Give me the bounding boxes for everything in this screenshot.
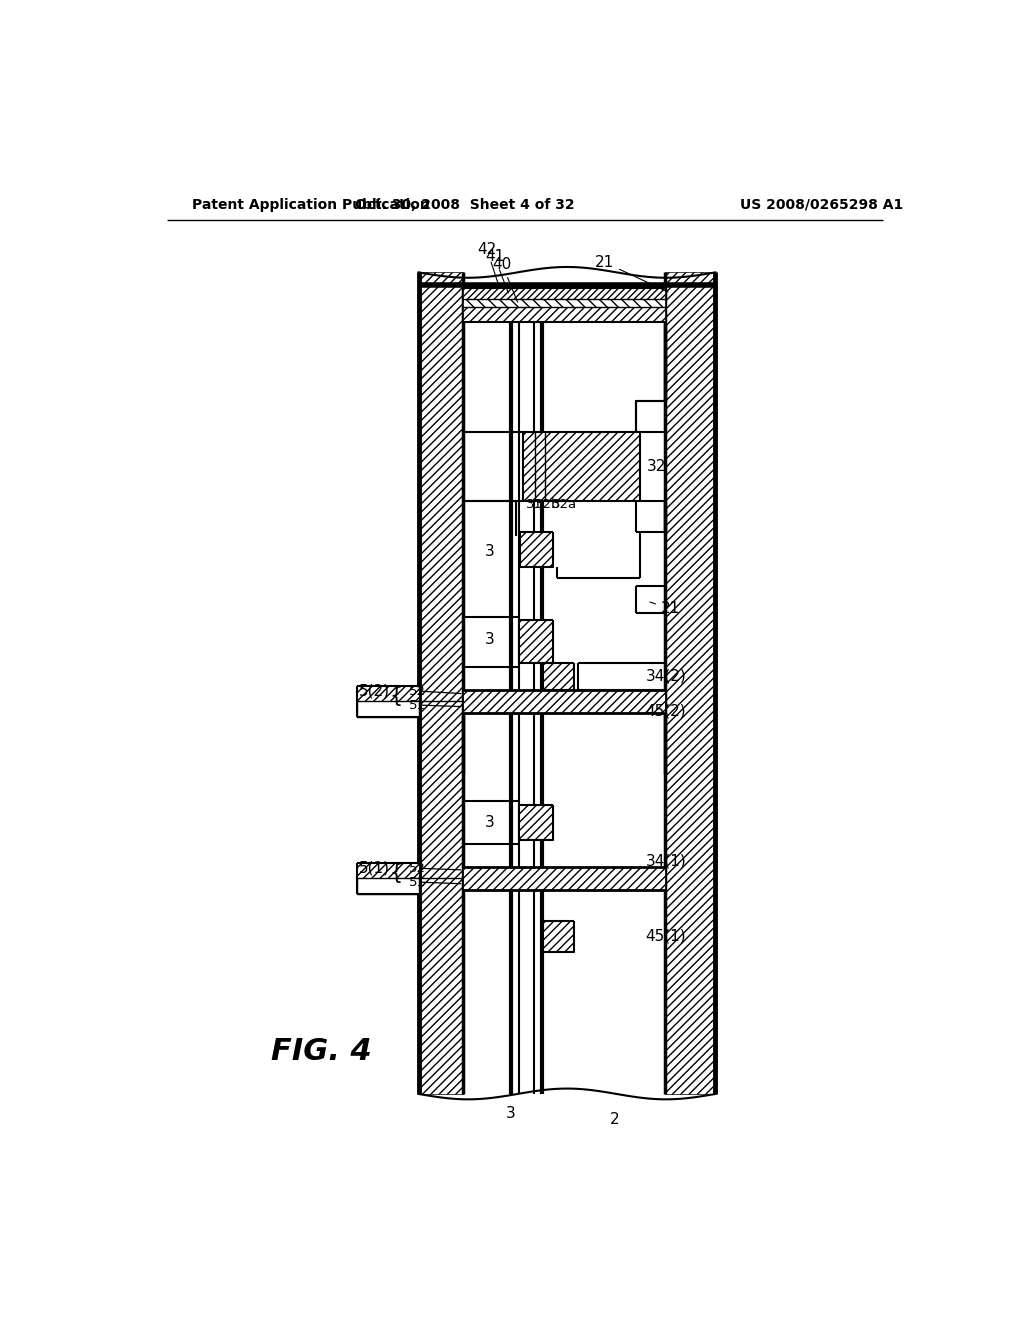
Bar [665,272,716,1094]
Bar [523,432,640,502]
Text: 45(1): 45(1) [646,928,686,944]
Bar [519,805,553,840]
Bar [543,663,573,689]
Text: FIG. 4: FIG. 4 [271,1038,372,1067]
Text: 52: 52 [409,862,426,875]
Text: 3: 3 [484,544,495,558]
Bar [463,689,665,713]
Text: 51: 51 [409,875,426,888]
Text: US 2008/0265298 A1: US 2008/0265298 A1 [740,198,903,211]
Bar [356,686,419,701]
Bar [520,532,553,566]
Text: 32a: 32a [552,499,578,511]
Bar [519,620,553,663]
Text: 34(2): 34(2) [646,668,686,684]
Bar [463,308,665,322]
Text: Oct. 30, 2008  Sheet 4 of 32: Oct. 30, 2008 Sheet 4 of 32 [355,198,574,211]
Bar [636,401,665,432]
Text: {: { [389,863,402,883]
Bar [356,863,419,878]
Text: 32: 32 [647,459,667,474]
Bar [356,878,419,894]
Bar [463,867,665,890]
Bar [463,272,665,1094]
Text: 2: 2 [610,1111,620,1127]
Text: 51: 51 [409,698,426,711]
Text: 21: 21 [650,602,680,616]
Text: 34(1): 34(1) [646,853,686,869]
Text: 31: 31 [525,499,543,511]
Bar [543,921,573,952]
Text: 21: 21 [595,255,668,292]
Bar [356,701,419,717]
Text: 42: 42 [477,242,499,286]
Text: Patent Application Publication: Patent Application Publication [191,198,429,211]
Text: 3: 3 [506,1106,516,1121]
Text: 40: 40 [493,257,517,302]
Text: 5(2): 5(2) [359,684,390,698]
Text: {: { [389,686,402,706]
Text: 32b: 32b [535,499,560,511]
Text: 45(2): 45(2) [646,704,686,719]
Text: 3: 3 [484,814,495,830]
Bar [463,288,665,298]
Text: 41: 41 [485,249,508,293]
Text: 52: 52 [409,685,426,698]
Text: 5(1): 5(1) [359,861,390,876]
Text: 3: 3 [484,632,495,647]
Bar [463,298,665,308]
Bar [419,272,463,1094]
